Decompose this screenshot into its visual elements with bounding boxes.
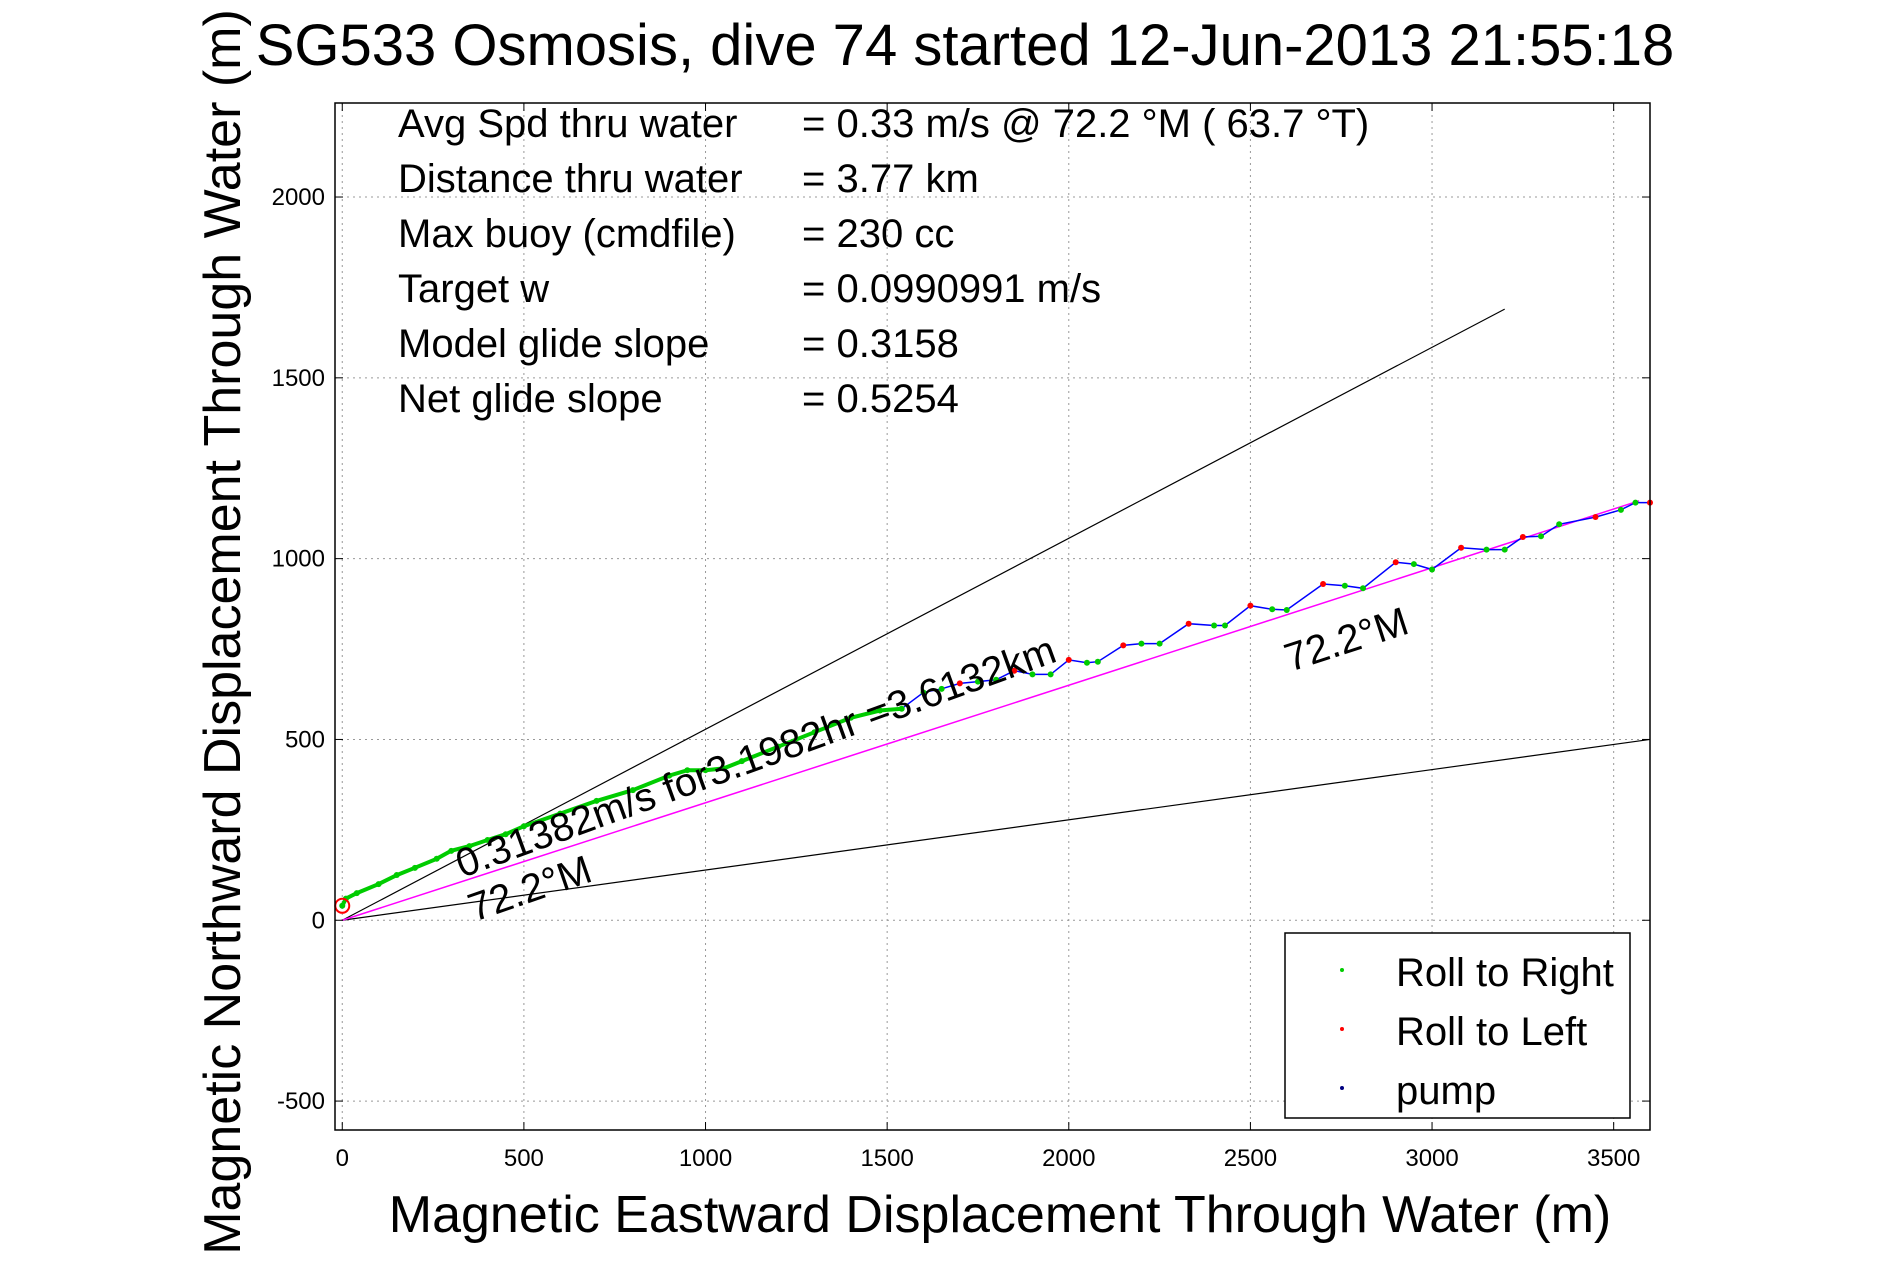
heading-label-end: 72.2°M	[1279, 599, 1414, 680]
track-point	[993, 676, 1000, 683]
y-tick-label: 1000	[272, 546, 325, 573]
legend-label-roll-right: Roll to Right	[1396, 951, 1614, 995]
track-point	[1360, 585, 1367, 592]
info-label-model-glide: Model glide slope	[398, 322, 709, 366]
chart-title: SG533 Osmosis, dive 74 started 12-Jun-20…	[256, 13, 1675, 78]
y-tick-label: 500	[285, 726, 325, 753]
x-tick-label: 3000	[1405, 1145, 1458, 1172]
x-tick-label: 2000	[1042, 1145, 1095, 1172]
info-label-max-buoy: Max buoy (cmdfile)	[398, 212, 736, 256]
cone-lines	[341, 308, 1651, 921]
track-roll-right-segment	[340, 706, 902, 907]
x-tick-label: 1500	[860, 1145, 913, 1172]
track-point	[1247, 602, 1254, 609]
x-axis-label: Magnetic Eastward Displacement Through W…	[389, 1186, 1611, 1244]
cone-line-upper	[341, 308, 1505, 921]
track-point	[1501, 546, 1508, 553]
legend: Roll to Right Roll to Left pump	[1284, 932, 1631, 1119]
track-point	[956, 680, 963, 687]
y-tick-label: 2000	[272, 184, 325, 211]
info-value-model-glide: = 0.3158	[802, 322, 959, 366]
info-value-distance: = 3.77 km	[802, 157, 979, 201]
info-label-avg-speed: Avg Spd thru water	[398, 102, 737, 146]
track-point	[1083, 659, 1090, 666]
plot-frame	[334, 102, 1651, 1131]
track-point	[974, 678, 981, 685]
track-point	[1156, 640, 1163, 647]
x-tick-label: 0	[336, 1145, 349, 1172]
track-point	[1221, 622, 1228, 629]
track-point	[1185, 620, 1192, 627]
track-point	[1410, 561, 1417, 568]
track-point	[1029, 671, 1036, 678]
track-point	[1094, 658, 1101, 665]
track-points	[334, 499, 1653, 914]
x-tick-label: 2500	[1224, 1145, 1277, 1172]
track-point	[1519, 533, 1526, 540]
legend-marker-roll-right	[1340, 968, 1344, 972]
info-label-net-glide: Net glide slope	[398, 377, 663, 421]
track-point	[1341, 582, 1348, 589]
track-point	[1269, 606, 1276, 613]
track-point	[938, 685, 945, 692]
info-value-target-w: = 0.0990991 m/s	[802, 267, 1101, 311]
track-point	[1458, 544, 1465, 551]
legend-label-roll-left: Roll to Left	[1396, 1010, 1587, 1054]
track-point	[1556, 521, 1563, 528]
legend-label-pump: pump	[1396, 1069, 1496, 1113]
y-tick-label: -500	[277, 1088, 325, 1115]
heading-line	[342, 500, 1640, 921]
current-annotation: 0.31382m/s for3.1982hr =3.6132km	[450, 628, 1062, 886]
y-axis-label: Magnetic Northward Displacement Through …	[194, 9, 252, 1255]
info-label-distance: Distance thru water	[398, 157, 743, 201]
y-tick-label: 1500	[272, 365, 325, 392]
track-point	[1483, 546, 1490, 553]
track-point	[1283, 606, 1290, 613]
info-value-avg-speed: = 0.33 m/s @ 72.2 °M ( 63.7 °T)	[802, 102, 1369, 146]
track-point	[1392, 559, 1399, 566]
track-point	[1138, 640, 1145, 647]
x-tick-label: 3500	[1587, 1145, 1640, 1172]
track-point	[1320, 580, 1327, 587]
x-tick-label: 500	[504, 1145, 544, 1172]
track-point	[1632, 499, 1639, 506]
info-value-max-buoy: = 230 cc	[802, 212, 954, 256]
cone-line-lower	[342, 738, 1651, 921]
track-point	[920, 689, 927, 696]
track-point	[1592, 514, 1599, 521]
track-point	[1120, 642, 1127, 649]
legend-marker-roll-left	[1340, 1027, 1344, 1031]
y-ticks: -500 0 500 1000 1500 2000	[272, 184, 1650, 1115]
info-label-target-w: Target w	[398, 267, 549, 311]
x-tick-label: 1000	[679, 1145, 732, 1172]
track-point	[1065, 656, 1072, 663]
legend-marker-pump	[1340, 1086, 1344, 1090]
track-point	[1011, 667, 1018, 674]
track-point	[1617, 506, 1624, 513]
info-value-net-glide: = 0.5254	[802, 377, 959, 421]
track-point	[1211, 622, 1218, 629]
x-ticks: 0 500 1000 1500 2000 2500 3000 3500	[336, 103, 1640, 1172]
track-point	[1429, 566, 1436, 573]
track-point	[1047, 671, 1054, 678]
info-block: Avg Spd thru water = 0.33 m/s @ 72.2 °M …	[398, 102, 1369, 421]
y-tick-label: 0	[312, 907, 325, 934]
track-point	[1538, 533, 1545, 540]
